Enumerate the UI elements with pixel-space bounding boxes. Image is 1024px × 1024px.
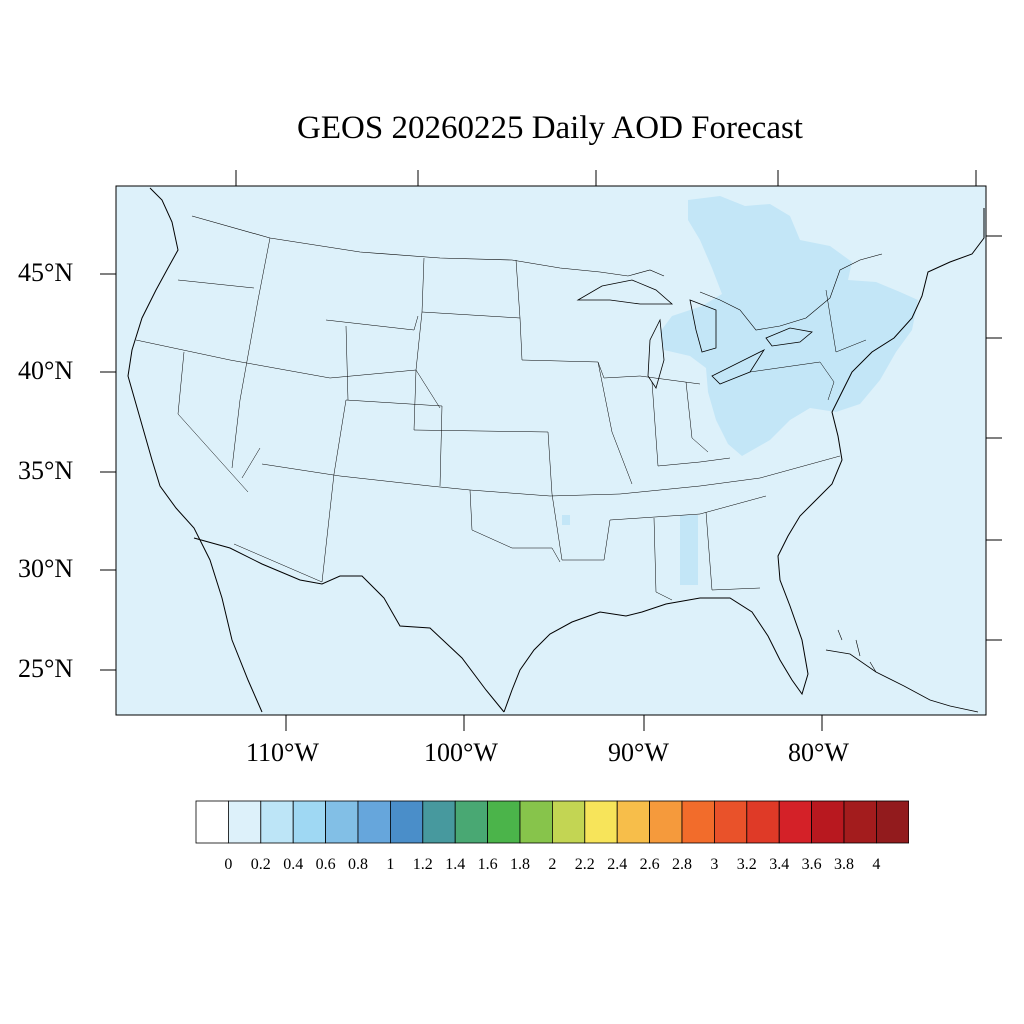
lat-label-40: 40°N <box>18 356 74 385</box>
colorbar-tick-label: 1.4 <box>445 856 466 873</box>
map-frame <box>115 185 987 716</box>
colorbar-swatch <box>389 800 424 844</box>
lat-label-25: 25°N <box>18 654 74 683</box>
colorbar-tick-label: 1.2 <box>412 856 433 873</box>
colorbar-tick-label: 2 <box>548 856 557 873</box>
colorbar-tick-label: 1.8 <box>510 856 530 873</box>
colorbar-swatch <box>778 800 813 844</box>
aod-spot-arkansas <box>562 515 570 525</box>
colorbar-tick-label: 0.8 <box>348 856 368 873</box>
colorbar-tick-label: 0.6 <box>315 856 336 873</box>
lon-label-110w: 110°W <box>246 738 319 767</box>
map-title: GEOS 20260225 Daily AOD Forecast <box>297 110 803 146</box>
great-lakes <box>576 279 813 389</box>
lon-label-90w: 90°W <box>608 738 669 767</box>
colorbar-tick-label: 1.6 <box>477 856 498 873</box>
lon-label-100w: 100°W <box>424 738 498 767</box>
colorbar-swatch <box>260 800 294 844</box>
colorbar-tick-label: 2.2 <box>574 856 595 873</box>
colorbar-swatch <box>584 800 618 844</box>
colorbar-swatch <box>616 800 651 844</box>
colorbar-swatch <box>714 800 748 844</box>
axis-ticks <box>100 170 1002 731</box>
colorbar-swatch <box>681 800 715 844</box>
colorbar-swatch <box>746 800 780 844</box>
colorbar-swatch <box>843 800 877 844</box>
colorbar-swatch <box>519 800 553 844</box>
colorbar-tick-label: 3.4 <box>769 856 790 873</box>
state-boundaries <box>135 237 867 601</box>
colorbar-swatch <box>357 800 391 844</box>
colorbar-tick-label: 1 <box>386 856 395 873</box>
colorbar-tick-label: 2.4 <box>607 856 628 873</box>
colorbar-tick-label: 2.8 <box>672 856 692 873</box>
colorbar-swatch <box>551 800 586 844</box>
lat-label-35: 35°N <box>18 456 74 485</box>
colorbar-tick-label: 0.2 <box>250 856 271 873</box>
colorbar-swatch <box>487 800 521 844</box>
colorbar-tick-label: 3.6 <box>801 856 822 873</box>
colorbar-swatch <box>649 800 683 844</box>
colorbar-tick-label: 4 <box>872 856 881 873</box>
colorbar-swatch <box>454 800 489 844</box>
lon-label-80w: 80°W <box>788 738 849 767</box>
colorbar-tick-label: 3.8 <box>834 856 854 873</box>
aod-elevated-region <box>660 196 918 456</box>
colorbar-swatch <box>228 800 262 844</box>
colorbar-tick-label: 0.4 <box>283 856 304 873</box>
cuba-outline <box>825 649 979 713</box>
colorbar-swatch <box>325 800 359 844</box>
us-coastline <box>127 187 985 713</box>
canada-border <box>191 215 883 331</box>
aod-colorbar <box>195 800 909 844</box>
colorbar-swatch <box>811 800 845 844</box>
lat-label-45: 45°N <box>18 258 74 287</box>
colorbar-swatch <box>422 800 456 844</box>
colorbar-tick-label: 3.2 <box>736 856 757 873</box>
colorbar-swatch <box>292 800 326 844</box>
colorbar-swatch <box>195 800 229 844</box>
colorbar-tick-label: 2.6 <box>639 856 660 873</box>
aod-spot-south <box>680 515 698 585</box>
bahamas-outline <box>837 629 877 673</box>
lat-label-30: 30°N <box>18 554 74 583</box>
colorbar-swatch <box>876 800 909 844</box>
colorbar-tick-label: 0 <box>224 856 233 873</box>
colorbar-tick-label: 3 <box>710 856 719 873</box>
